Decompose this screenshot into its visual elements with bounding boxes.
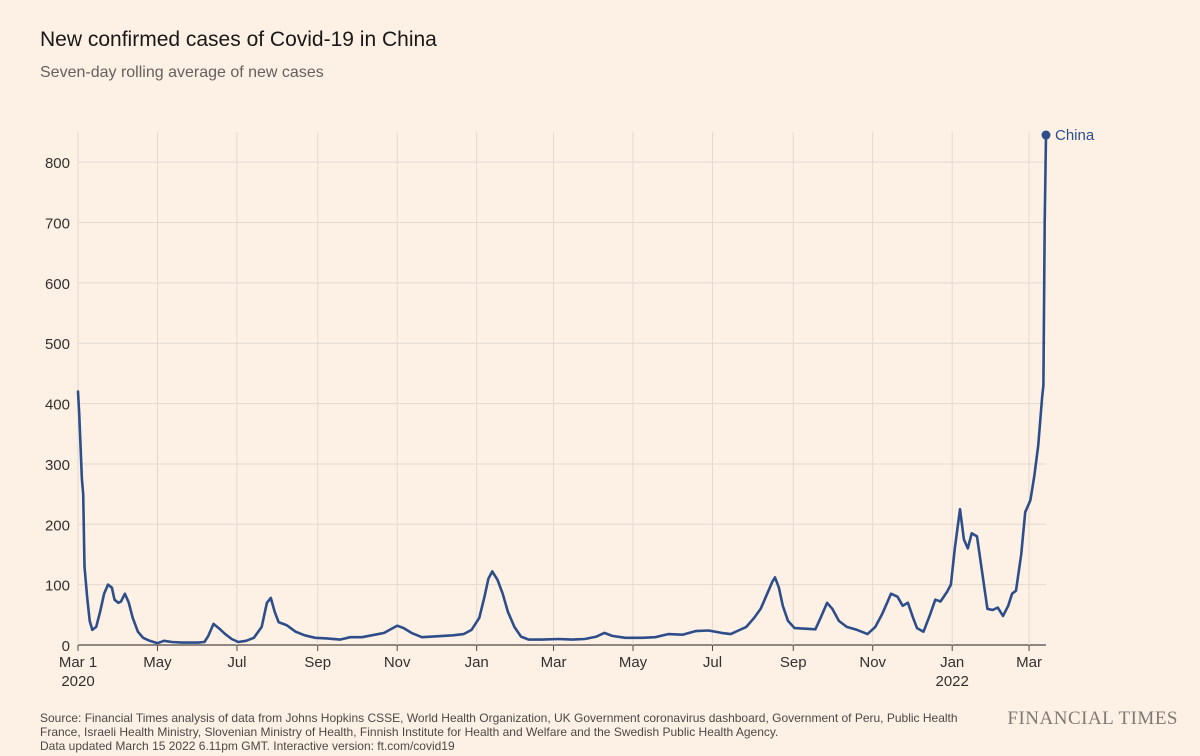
source-line-1: Source: Financial Times analysis of data… [40,711,958,725]
y-gridlines [78,161,1046,646]
y-tick-label: 600 [45,276,70,293]
y-tick-label: 700 [45,216,70,233]
financial-times-logo: FINANCIAL TIMES [1007,708,1178,729]
y-tick-label: 800 [45,155,70,172]
x-tick-label: Mar [541,654,567,671]
x-tick-label: Nov [384,654,411,671]
x-tick-sublabel: 2020 [61,673,94,690]
series-line-china [76,133,1048,645]
y-tick-label: 400 [45,397,70,414]
series-end-label: China [1055,127,1095,144]
x-tick-label: May [619,654,648,671]
source-line-3: Data updated March 15 2022 6.11pm GMT. I… [40,739,455,753]
x-tick-label: Nov [859,654,886,671]
y-tick-label: 300 [45,457,70,474]
x-tick-label: Jul [703,654,722,671]
x-tick-label: Mar [1016,654,1042,671]
chart-subtitle: Seven-day rolling average of new cases [40,64,324,81]
x-tick-label: Sep [304,654,331,671]
x-tick-label: May [143,654,172,671]
x-tick-label: Jul [227,654,246,671]
y-tick-labels: 0 100 200 300 400 500 600 700 800 [45,155,70,655]
chart-title: New confirmed cases of Covid-19 in China [40,28,437,51]
source-line-2: France, Israeli Health Ministry, Sloveni… [40,725,779,739]
y-tick-label: 100 [45,578,70,595]
x-tick-label: Jan [465,654,489,671]
x-tick-label: Jan [940,654,964,671]
y-tick-label: 500 [45,336,70,353]
source-note: Source: Financial Times analysis of data… [40,711,980,753]
series-end-marker [1041,130,1051,140]
y-tick-label: 200 [45,517,70,534]
x-tick-sublabel: 2022 [936,673,969,690]
x-gridlines [77,132,1030,651]
line-chart: 0 100 200 300 400 500 600 700 800 Mar 1 2020 May Ju… [45,127,1095,690]
x-tick-label: Sep [780,654,807,671]
x-tick-label: Mar 1 [59,654,97,671]
x-tick-labels: Mar 1 2020 May Jul Sep Nov Jan Mar May Jul Sep Nov J… [59,654,1042,690]
series-layer: China [76,127,1095,645]
y-tick-label: 0 [62,638,70,655]
